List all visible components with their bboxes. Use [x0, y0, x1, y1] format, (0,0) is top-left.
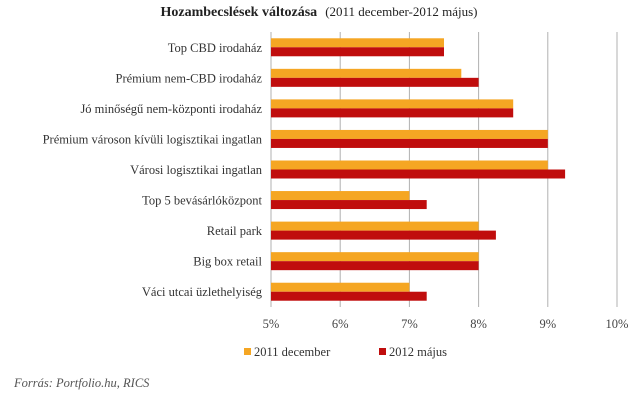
category-label: Városi logisztikai ingatlan — [130, 163, 263, 177]
x-tick-label: 8% — [470, 317, 487, 331]
bar-2011-december — [271, 221, 479, 231]
legend: 2011 december 2012 május — [244, 345, 447, 359]
category-label: Retail park — [207, 224, 263, 238]
x-tick-label: 9% — [539, 317, 556, 331]
bar-2012-majus — [271, 47, 444, 57]
x-tick-label: 7% — [401, 317, 418, 331]
bar-2012-majus — [271, 230, 496, 240]
bars — [271, 38, 566, 301]
bar-2012-majus — [271, 108, 514, 118]
category-label: Big box retail — [193, 255, 262, 269]
x-axis-ticks: 5% 6% 7% 8% 9% 10% — [263, 317, 629, 331]
bar-2012-majus — [271, 169, 566, 179]
bar-2011-december — [271, 252, 479, 262]
bar-2012-majus — [271, 77, 479, 87]
bar-2011-december — [271, 68, 462, 78]
x-tick-label: 10% — [606, 317, 629, 331]
category-label: Top 5 bevásárlóközpont — [142, 194, 262, 208]
chart-title-group: Hozambecslések változása (2011 december-… — [160, 3, 477, 20]
chart-title: Hozambecslések változása — [160, 5, 317, 20]
x-tick-label: 6% — [332, 317, 349, 331]
bar-2011-december — [271, 129, 548, 139]
bar-2012-majus — [271, 261, 479, 271]
category-labels: Top CBD irodaház Prémium nem-CBD irodaház… — [43, 41, 263, 299]
category-label: Prémium nem-CBD irodaház — [116, 71, 263, 85]
bar-2012-majus — [271, 200, 427, 210]
legend-swatch — [379, 348, 386, 355]
category-label: Jó minőségű nem-központi irodaház — [80, 102, 262, 116]
bar-2011-december — [271, 160, 548, 170]
category-label: Prémium városon kívüli logisztikai ingat… — [43, 132, 263, 146]
bar-2011-december — [271, 99, 514, 109]
x-tick-label: 5% — [263, 317, 280, 331]
bar-2011-december — [271, 282, 410, 292]
bar-2011-december — [271, 191, 410, 201]
bar-2012-majus — [271, 138, 548, 148]
bar-2012-majus — [271, 291, 427, 301]
chart-subtitle: (2011 december-2012 május) — [325, 4, 477, 19]
bar-2011-december — [271, 38, 444, 48]
category-label: Top CBD irodaház — [168, 41, 263, 55]
category-label: Váci utcai üzlethelyiség — [142, 285, 263, 299]
legend-label: 2011 december — [254, 345, 331, 359]
legend-swatch — [244, 348, 251, 355]
legend-label: 2012 május — [389, 345, 447, 359]
source-note: Forrás: Portfolio.hu, RICS — [13, 376, 150, 390]
